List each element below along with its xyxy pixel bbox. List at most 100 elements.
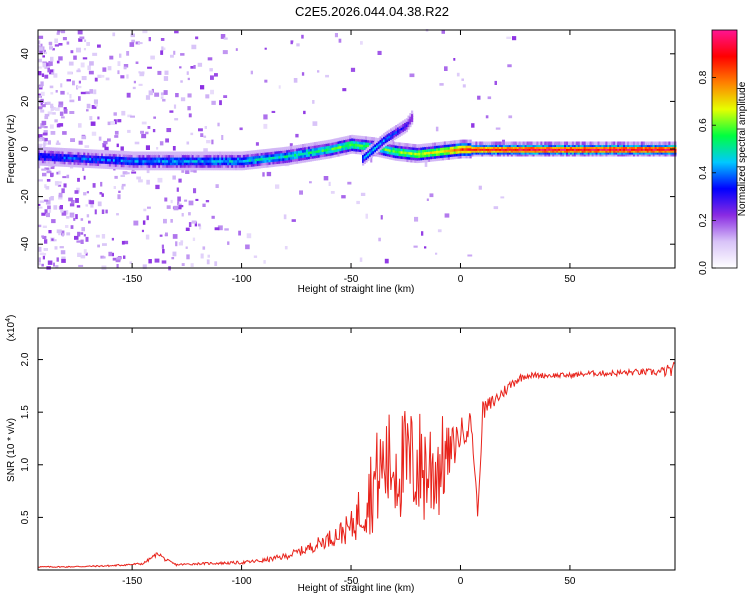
spectrogram-noise-cell (38, 134, 43, 138)
spectrogram-ridge-cell (101, 155, 104, 159)
spectrogram-noise-cell (40, 137, 45, 141)
spectrogram-ridge-cell (633, 147, 636, 151)
spectrogram-ridge-cell (223, 159, 226, 163)
spectrogram-ridge-cell (369, 136, 372, 141)
spectrogram-ridge-cell (209, 151, 212, 156)
spectrogram-ridge-cell (501, 143, 504, 147)
spectrogram-ridge-cell (463, 149, 466, 154)
spectrogram-ridge-cell (266, 164, 269, 168)
spectrogram-ridge-cell (382, 152, 385, 156)
spectrogram-ridge-cell (398, 144, 401, 149)
spectrogram-branch-cell (395, 127, 398, 132)
spectrogram-ridge-cell (439, 149, 443, 153)
spectrogram-branch-cell (404, 121, 407, 126)
spectrogram-ridge-cell (177, 156, 181, 161)
spectrogram-ridge-cell (207, 151, 210, 156)
spectrogram-noise-cell (493, 206, 499, 210)
spectrogram-ridge-cell (636, 147, 640, 151)
spectrogram-noise-cell (76, 205, 81, 208)
spectrogram-branch-cell (363, 152, 366, 157)
spectrogram-ridge-cell (668, 145, 671, 149)
spectrogram-ridge-cell (471, 151, 474, 155)
spectrogram-ridge-cell (63, 153, 66, 157)
spectrogram-ridge-cell (331, 149, 334, 153)
spectrogram-ridge-cell (126, 163, 129, 168)
spectrogram-noise-cell (80, 218, 84, 221)
spectrogram-ridge-cell (40, 151, 43, 156)
spectrogram-noise-cell (46, 170, 52, 174)
spectrogram-ridge-cell (493, 141, 496, 146)
spectrogram-ridge-cell (205, 161, 208, 166)
spectrogram-ridge-cell (183, 164, 186, 168)
spectrogram-ridge-cell (122, 156, 125, 160)
spectrogram-ridge-cell (607, 147, 610, 151)
spectrogram-ridge-cell (390, 146, 393, 150)
spectrogram-branch-cell (377, 140, 380, 144)
spectrogram-ridge-cell (573, 149, 577, 153)
spectrogram-ridge-cell (502, 141, 506, 146)
spectrogram-ridge-cell (636, 149, 640, 153)
spectrogram-ridge-cell (396, 152, 399, 156)
spectrogram-ridge-cell (235, 151, 238, 156)
spectrogram-ridge-cell (321, 145, 324, 150)
snr-ytick-label: 0.5 (20, 510, 31, 524)
spectrogram-branch-cell (370, 146, 373, 151)
spectrogram-noise-cell (87, 65, 91, 71)
spectrogram-branch-cell (379, 146, 382, 151)
spectrogram-ridge-cell (43, 157, 47, 161)
spectrogram-ridge-cell (560, 141, 563, 146)
spectrogram-noise-cell (97, 201, 102, 207)
spectrogram-ridge-cell (57, 147, 60, 152)
spectrogram-noise-cell (108, 251, 113, 257)
spectrogram-ridge-cell (105, 155, 108, 159)
spectrogram-ridge-cell (449, 156, 452, 160)
spectrogram-ridge-cell (581, 151, 584, 155)
spectrogram-noise-cell (155, 184, 160, 190)
spectrogram-ridge-cell (408, 151, 411, 155)
spectrogram-ridge-cell (577, 145, 580, 149)
spectrogram-ridge-cell (520, 143, 523, 147)
spectrogram-ridge-cell (272, 163, 275, 167)
spectrogram-ridge-cell (357, 138, 360, 142)
spectrogram-ridge-cell (493, 145, 496, 149)
spectrogram-ridge-cell (89, 156, 92, 161)
spectrogram-noise-cell (221, 135, 224, 140)
spectrogram-ridge-cell (441, 156, 445, 161)
spectrogram-ridge-cell (108, 152, 112, 157)
spectrogram-ridge-cell (432, 150, 435, 154)
spectrogram-ridge-cell (120, 163, 123, 168)
spectrogram-ridge-cell (57, 152, 60, 157)
spectrogram-ridge-cell (292, 153, 295, 157)
spectrogram-ridge-cell (583, 151, 586, 155)
spectrogram-branch-cell (398, 130, 401, 135)
spectrogram-ridge-cell (132, 154, 135, 158)
spectrogram-branch-cell (383, 133, 386, 137)
spectrogram-noise-cell (86, 42, 90, 46)
spectrogram-branch-cell (363, 150, 366, 154)
spectrogram-ridge-cell (341, 142, 344, 146)
spectrogram-ridge-cell (57, 157, 60, 162)
spectrogram-ridge-cell (130, 161, 133, 166)
spectrogram-ridge-cell (337, 137, 340, 142)
spectrogram-ridge-cell (201, 166, 204, 171)
spectrogram-noise-cell (100, 181, 103, 187)
spectrogram-noise-cell (107, 121, 111, 126)
spectrogram-branch-cell (391, 132, 394, 137)
spectrogram-ridge-cell (504, 149, 508, 153)
spectrogram-ridge-cell (87, 156, 90, 161)
spectrogram-ridge-cell (229, 166, 232, 171)
spectrogram-branch-cell (402, 120, 405, 124)
spectrogram-ridge-cell (79, 151, 82, 155)
spectrogram-ridge-cell (160, 151, 163, 156)
spectrogram-ridge-cell (522, 147, 525, 151)
spectrogram-ridge-cell (359, 135, 362, 140)
spectrogram-ridge-cell (108, 155, 112, 159)
spectrogram-ridge-cell (453, 140, 456, 144)
spectrogram-ridge-cell (369, 139, 372, 143)
spectrogram-ridge-cell (177, 164, 181, 168)
spectrogram-ridge-cell (209, 159, 212, 163)
spectrogram-ridge-cell (81, 164, 84, 168)
spectrogram-ridge-cell (55, 152, 58, 157)
spectrogram-ridge-cell (240, 156, 244, 161)
spectrogram-ridge-cell (345, 141, 348, 145)
